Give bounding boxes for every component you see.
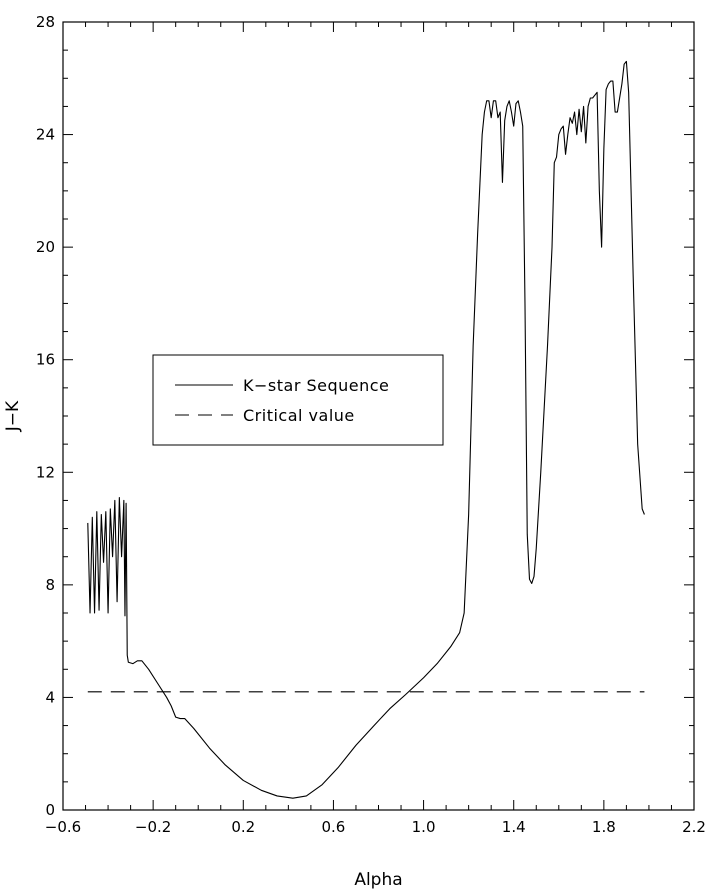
x-tick-label: 1.8	[592, 818, 616, 836]
y-tick-label: 16	[36, 351, 55, 369]
axis-ticks	[62, 21, 695, 811]
x-tick-label: 1.4	[502, 818, 526, 836]
series-layer	[87, 60, 645, 799]
y-axis-title: J−K	[3, 400, 23, 432]
y-tick-label: 4	[45, 688, 55, 706]
y-tick-label: 8	[45, 576, 55, 594]
y-tick-label: 12	[36, 463, 55, 481]
legend: K−star Sequence Critical value	[152, 354, 444, 446]
y-tick-label: 0	[45, 801, 55, 819]
series-line-k-star-sequence	[87, 60, 645, 799]
x-tick-label: 1.0	[412, 818, 436, 836]
y-tick-label: 28	[36, 13, 55, 31]
x-axis-title: Alpha	[354, 870, 402, 890]
legend-box	[152, 354, 444, 446]
x-tick-label: −0.2	[135, 818, 171, 836]
x-tick-label: −0.6	[45, 818, 81, 836]
x-tick-label: 2.2	[682, 818, 706, 836]
legend-label-critical-value: Critical value	[243, 406, 355, 425]
legend-label-k-star-sequence: K−star Sequence	[243, 376, 389, 395]
x-tick-label: 0.6	[321, 818, 345, 836]
x-tick-label: 0.2	[231, 818, 255, 836]
y-tick-label: 24	[36, 126, 55, 144]
axis-tick-labels: −0.6 −0.2 0.2 0.6 1.0 1.4 1.8 2.2 0 4 8 12 16 20 24 28	[36, 13, 706, 836]
y-tick-label: 20	[36, 238, 55, 256]
